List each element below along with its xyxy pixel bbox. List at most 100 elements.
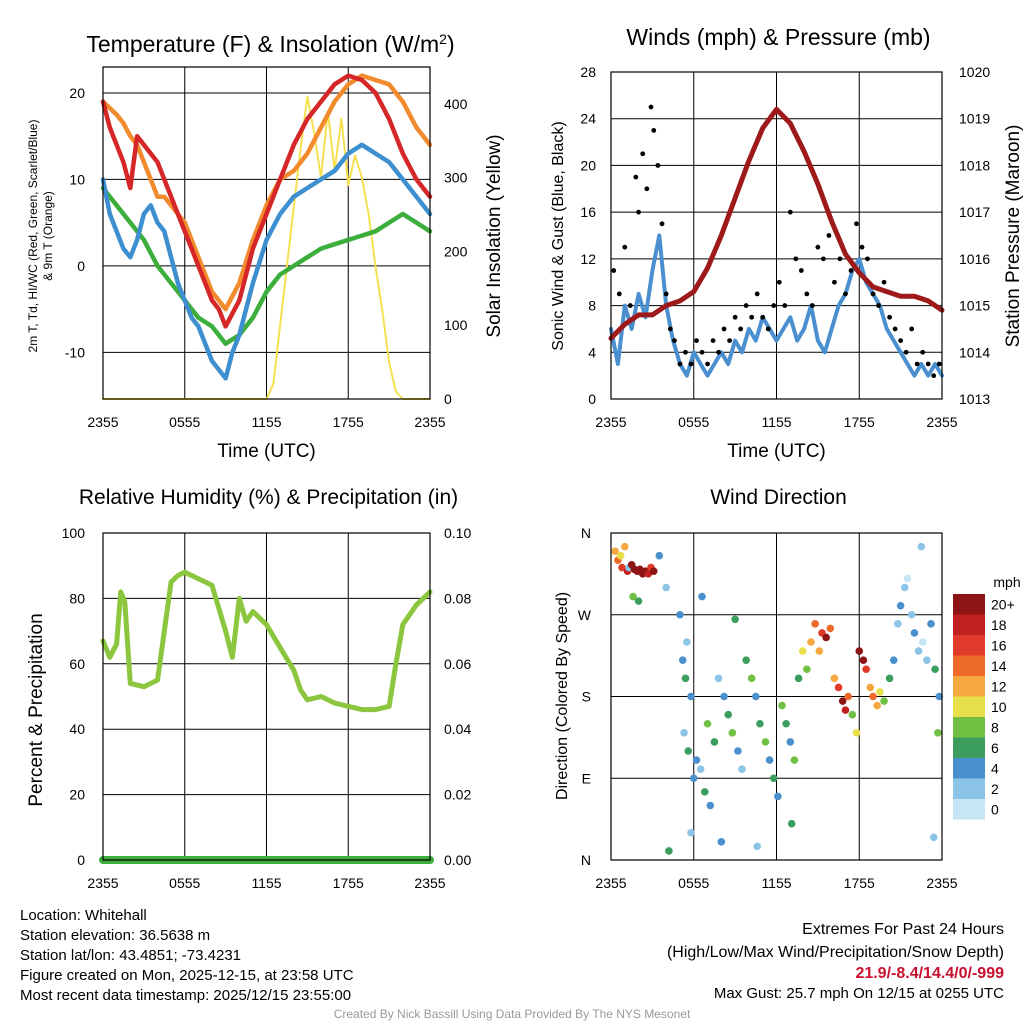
dir-direction-point [918, 638, 927, 646]
winds-gust-point [854, 221, 859, 227]
rh-x-tick-label: 2355 [87, 875, 118, 891]
max-gust-text: Max Gust: 25.7 mph On 12/15 at 0255 UTC [713, 985, 1004, 1002]
winds-gust-point [914, 361, 920, 367]
winds-gust-point [876, 303, 881, 308]
created-text: Figure created on Mon, 2025-12-15, at 23… [20, 967, 354, 984]
temp-series-td [100, 185, 433, 346]
temp-y2-tick-label: 0 [444, 391, 452, 407]
winds-gust-point [820, 256, 826, 262]
winds-gust-point [898, 338, 904, 344]
dir-direction-point [761, 738, 770, 746]
colorbar-title: mph [993, 574, 1020, 590]
dir-direction-point [724, 710, 733, 719]
winds-gust-point [732, 314, 738, 320]
winds-gust-point [870, 291, 876, 297]
temp-y2-tick-label: 100 [444, 317, 468, 333]
rh-x-tick-label: 0555 [169, 875, 200, 891]
winds-gust-point [710, 338, 716, 344]
winds-gust-point [848, 268, 854, 273]
dir-direction-point [684, 747, 693, 755]
winds-gust-point [815, 244, 821, 250]
colorbar-label: 16 [991, 637, 1007, 653]
rh-y2-tick-label: 0.00 [444, 852, 471, 868]
winds-gust-point [826, 233, 832, 238]
dir-y-tick-label: S [582, 689, 591, 705]
winds-gust-point [798, 268, 804, 273]
temp-title-close: ) [447, 31, 455, 57]
dir-direction-point [931, 665, 939, 674]
dir-direction-point [910, 629, 919, 637]
dir-direction-point [728, 729, 737, 737]
dir-direction-point [923, 656, 931, 664]
temp-title-sup: 2 [439, 31, 447, 47]
winds-y2-tick-label: 1017 [959, 204, 990, 220]
winds-y2-axis-label: Station Pressure (Maroon) [1003, 125, 1024, 348]
dir-direction-point [611, 547, 619, 555]
dir-x-tick-label: 2355 [926, 875, 957, 891]
temp-y2-tick-label: 200 [444, 243, 468, 259]
rh-title: Relative Humidity (%) & Precipitation (i… [79, 486, 458, 509]
station-info: Location: Whitehall Station elevation: 3… [20, 906, 354, 1006]
colorbar-label: 18 [991, 617, 1007, 633]
dir-direction-point [873, 701, 881, 710]
temp-series-hi-wc [100, 142, 433, 381]
winds-y2-tick-label: 1016 [959, 251, 990, 267]
temp-x-axis-label: Time (UTC) [217, 441, 316, 462]
colorbar-label: 20+ [991, 596, 1015, 612]
dir-y-tick-label: N [581, 852, 591, 868]
extremes-title: Extremes For Past 24 Hours [802, 921, 1004, 938]
winds-y2-tick-label: 1018 [959, 157, 990, 173]
dir-direction-point [616, 551, 625, 560]
dir-direction-point [803, 665, 811, 674]
dir-direction-point [869, 692, 877, 701]
colorbar-label: 12 [991, 678, 1007, 694]
colorbar-swatch [953, 717, 985, 738]
dir-direction-point [815, 647, 824, 655]
dir-direction-point [618, 563, 626, 572]
dir-x-tick-label: 0555 [678, 875, 709, 891]
rh-y2-tick-label: 0.06 [444, 656, 471, 672]
colorbar-label: 6 [991, 740, 999, 756]
colorbar-label: 10 [991, 699, 1007, 715]
dir-direction-point [774, 792, 782, 801]
winds-gust-point [699, 349, 705, 355]
dir-direction-point [710, 738, 719, 746]
winds-title: Winds (mph) & Pressure (mb) [626, 24, 930, 50]
colorbar-label: 8 [991, 719, 999, 735]
winds-y-axis-label: Sonic Wind & Gust (Blue, Black) [550, 121, 567, 350]
dir-direction-point [703, 719, 712, 728]
winds-gust-point [743, 303, 749, 308]
dir-direction-point [692, 756, 701, 764]
winds-gust-point [677, 361, 683, 367]
rh-y-tick-label: 40 [69, 721, 85, 737]
winds-gust-point [925, 361, 931, 367]
dir-direction-point [687, 692, 695, 701]
winds-gust-point [622, 244, 628, 250]
winds-gust-point [659, 221, 665, 227]
rh-x-tick-label: 1755 [333, 875, 364, 891]
dir-direction-point [822, 633, 830, 642]
dir-direction-point [680, 729, 688, 737]
dir-direction-point [681, 674, 690, 683]
winds-gust-point [920, 349, 926, 355]
winds-x-tick-label: 0555 [678, 414, 709, 430]
dir-x-tick-label: 1155 [761, 875, 791, 891]
winds-gust-point [721, 326, 727, 332]
dir-direction-point [714, 674, 723, 683]
dir-direction-point [700, 788, 709, 796]
rh-y-tick-label: 60 [69, 656, 85, 672]
dir-direction-point [738, 765, 746, 773]
dir-direction-point [859, 656, 868, 664]
dir-direction-point [790, 756, 799, 764]
dir-direction-point [862, 665, 870, 674]
rh-y2-tick-label: 0.02 [444, 787, 471, 803]
colorbar-swatch [953, 594, 985, 615]
winds-y-tick-label: 16 [580, 204, 596, 220]
rh-y2-tick-label: 0.10 [444, 525, 471, 541]
dir-direction-point [852, 729, 861, 737]
dir-direction-point [794, 674, 803, 683]
temp-y2-tick-label: 400 [444, 96, 468, 112]
temp-title: Temperature (F) & Insolation (W/m2) [86, 31, 454, 57]
dir-direction-point [649, 567, 658, 575]
dir-direction-point [844, 692, 853, 701]
